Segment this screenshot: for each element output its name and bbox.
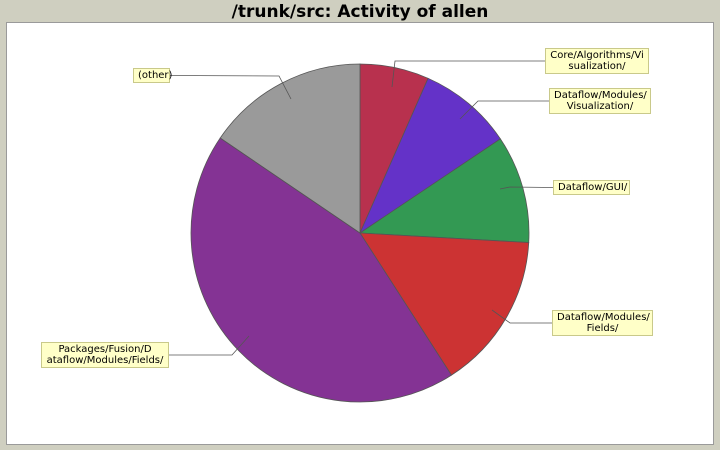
slice-label: Dataflow/GUI/ [553, 180, 630, 195]
pie-slice [219, 63, 361, 234]
pie-slice [190, 137, 453, 403]
leader-line [169, 335, 250, 356]
pie-slice [359, 77, 501, 235]
slice-label: Dataflow/Modules/ Fields/ [552, 310, 653, 336]
slice-label: (other) [133, 68, 172, 83]
chart-title: /trunk/src: Activity of allen [231, 2, 489, 22]
slice-label: Packages/Fusion/D ataflow/Modules/Fields… [41, 342, 169, 368]
leader-line [459, 100, 549, 120]
leader-line [491, 309, 552, 324]
slice-label: Core/Algorithms/Vi sualization/ [545, 48, 649, 74]
pie-slice [358, 138, 530, 243]
pie-slice [359, 232, 530, 376]
leader-line [391, 60, 545, 88]
slice-label: Dataflow/Modules/ Visualization/ [549, 88, 651, 114]
leader-line [499, 186, 554, 190]
leader-line [169, 75, 292, 100]
